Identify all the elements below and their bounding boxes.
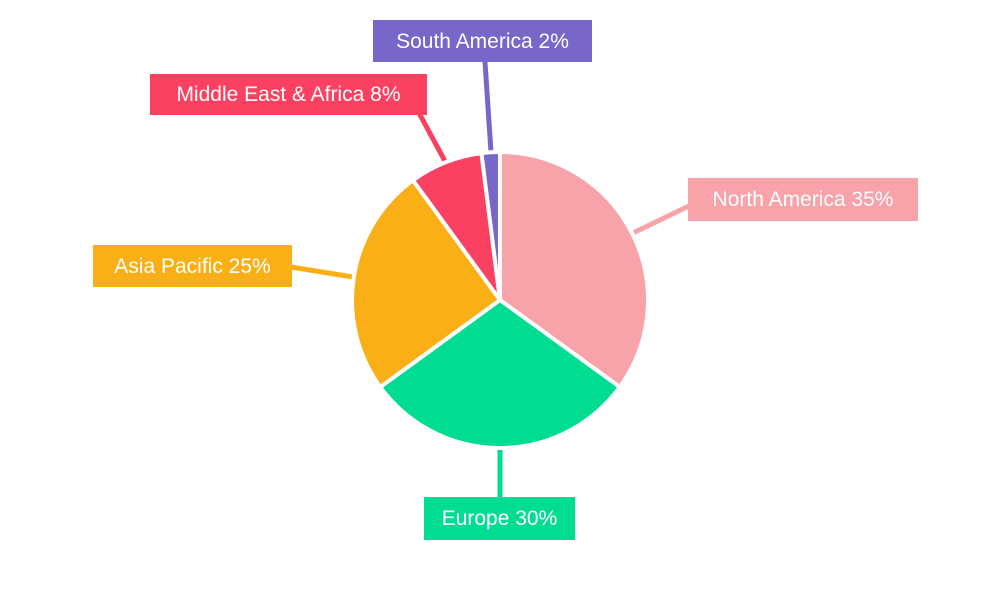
slice-label-middle-east-africa: Middle East & Africa 8% <box>150 74 427 115</box>
slice-label-north-america: North America 35% <box>688 178 918 221</box>
slice-label-europe: Europe 30% <box>424 497 575 540</box>
pie-slice-europe[interactable] <box>378 298 622 450</box>
leader-line-middle-east-africa <box>416 111 449 165</box>
pie-slice-north-america[interactable] <box>498 150 650 389</box>
pie-slice-asia-pacific[interactable] <box>350 178 502 389</box>
leader-line-north-america <box>631 203 691 236</box>
slice-label-south-america: South America 2% <box>373 20 592 62</box>
leader-line-south-america <box>482 61 494 153</box>
leader-line-asia-pacific <box>290 264 354 280</box>
pie-slice-south-america[interactable] <box>479 150 502 302</box>
slice-label-asia-pacific: Asia Pacific 25% <box>93 245 292 287</box>
